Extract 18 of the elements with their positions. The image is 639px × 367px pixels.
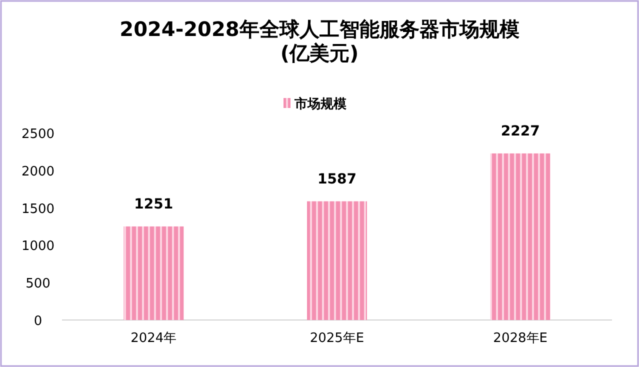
x-tick-label: 2024年	[130, 331, 177, 346]
y-tick-label: 500	[26, 276, 50, 292]
chart-title: 2024-2028年全球人工智能服务器市场规模 (亿美元)	[120, 17, 520, 65]
x-tick-label: 2028年E	[493, 331, 548, 346]
data-label: 1587	[318, 171, 356, 188]
x-tick-label: 2025年E	[310, 331, 364, 346]
y-tick-label: 2000	[21, 164, 55, 180]
data-label: 1251	[134, 196, 174, 212]
bar	[124, 226, 184, 320]
data-label: 2227	[500, 123, 540, 140]
legend: 市场规模	[284, 97, 346, 112]
bar	[490, 153, 550, 320]
bar	[307, 201, 367, 320]
y-tick-label: 1500	[21, 202, 55, 217]
y-tick-label: 1000	[21, 239, 55, 254]
legend-label: 市场规模	[294, 96, 346, 112]
y-tick-label: 2500	[21, 127, 55, 142]
y-tick-label: 0	[34, 314, 42, 329]
